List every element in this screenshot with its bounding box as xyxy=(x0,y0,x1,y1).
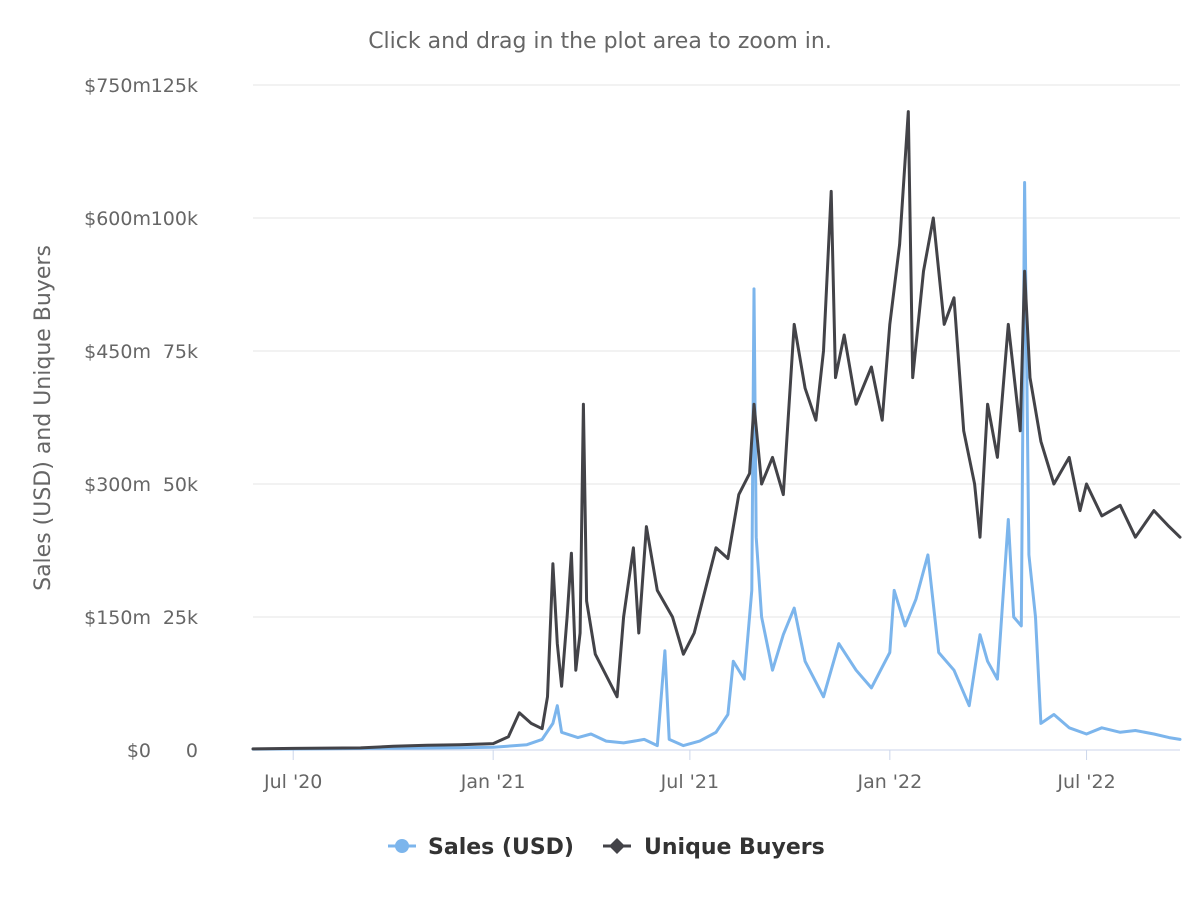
x-tick-label: Jul '21 xyxy=(660,771,719,793)
legend-label: Unique Buyers xyxy=(644,835,825,860)
y-tick-label-sales: $450m xyxy=(84,341,151,363)
y-tick-label-sales: $750m xyxy=(84,75,151,97)
y-tick-label-sales: $0 xyxy=(127,740,151,762)
y-tick-label-sales: $150m xyxy=(84,607,151,629)
legend-item-unique-buyers[interactable]: Unique Buyers xyxy=(603,835,825,860)
legend[interactable]: Sales (USD) Unique Buyers xyxy=(388,835,825,860)
chart-subtitle: Click and drag in the plot area to zoom … xyxy=(368,29,832,54)
series-line-unique-buyers[interactable] xyxy=(251,110,1182,751)
y-tick-label-buyers: 50k xyxy=(163,474,198,496)
x-tick-label: Jan '21 xyxy=(460,771,526,793)
series-line-sales[interactable] xyxy=(251,181,1182,751)
y-tick-label-buyers: 0 xyxy=(186,740,198,762)
y-tick-label-buyers: 25k xyxy=(163,607,198,629)
y-tick-label-buyers: 125k xyxy=(151,75,198,97)
y-tick-label-buyers: 100k xyxy=(151,208,198,230)
axes: $0 0 $150m 25k $300m 50k $450m 75k $600m 100k $750… xyxy=(84,75,1116,793)
plot-series[interactable] xyxy=(251,110,1182,751)
legend-circle-marker xyxy=(395,839,409,853)
x-tick-label: Jul '22 xyxy=(1056,771,1115,793)
y-tick-label-sales: $300m xyxy=(84,474,151,496)
y-axis-title: Sales (USD) and Unique Buyers xyxy=(31,245,56,591)
gridlines xyxy=(253,84,1180,751)
legend-item-sales[interactable]: Sales (USD) xyxy=(388,835,574,860)
legend-diamond-marker xyxy=(609,838,625,854)
y-tick-label-sales: $600m xyxy=(84,208,151,230)
y-tick-label-buyers: 75k xyxy=(163,341,198,363)
x-tick-label: Jul '20 xyxy=(263,771,322,793)
x-tick-label: Jan '22 xyxy=(856,771,922,793)
legend-label: Sales (USD) xyxy=(428,835,574,860)
